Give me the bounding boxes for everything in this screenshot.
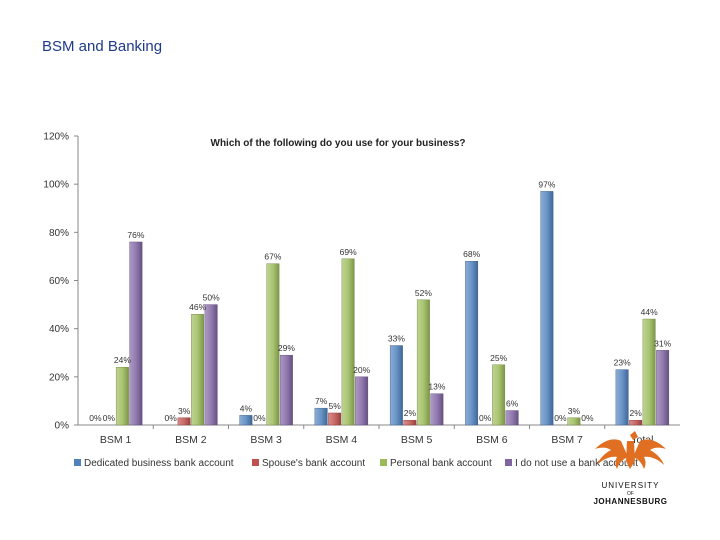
data-label: 44% — [641, 307, 658, 317]
y-tick-label: 0% — [55, 421, 70, 432]
data-label: 68% — [463, 249, 480, 259]
data-label: 46% — [189, 302, 206, 312]
data-label: 20% — [353, 365, 370, 375]
bar — [129, 241, 143, 426]
data-label: 50% — [203, 293, 220, 303]
x-tick-label: BSM 2 — [175, 434, 207, 446]
data-label: 29% — [278, 343, 295, 353]
data-label: 0% — [554, 413, 567, 423]
data-label: 0% — [164, 413, 177, 423]
bar — [416, 299, 430, 426]
data-label: 3% — [568, 406, 581, 416]
legend-swatch — [74, 459, 81, 466]
legend: Dedicated business bank account Spouse's … — [74, 458, 638, 469]
y-tick-label: 40% — [49, 324, 69, 335]
data-label: 3% — [178, 406, 191, 416]
bar — [540, 191, 554, 426]
x-tick-label: BSM 7 — [551, 434, 583, 446]
bar — [430, 393, 444, 426]
x-tick-label: BSM 1 — [100, 434, 132, 446]
legend-label: Personal bank account — [390, 458, 492, 469]
data-label: 97% — [538, 179, 555, 189]
data-label: 13% — [428, 382, 445, 392]
bar — [629, 419, 643, 426]
bar — [191, 314, 205, 426]
bar — [328, 412, 342, 426]
y-tick-label: 20% — [49, 372, 69, 383]
data-label: 24% — [114, 355, 131, 365]
bar — [204, 304, 218, 426]
data-label: 6% — [506, 399, 519, 409]
bar — [389, 345, 403, 426]
bar — [239, 415, 253, 426]
x-tick-label: BSM 3 — [250, 434, 282, 446]
data-label: 52% — [415, 288, 432, 298]
logo-line-2: OF — [627, 491, 634, 497]
bar — [314, 407, 328, 426]
data-label: 0% — [581, 413, 594, 423]
bar — [567, 417, 581, 426]
data-label: 0% — [89, 413, 102, 423]
data-label: 0% — [253, 413, 266, 423]
data-label: 25% — [490, 353, 507, 363]
legend-swatch — [252, 459, 259, 466]
slide-title: BSM and Banking — [42, 38, 163, 55]
legend-swatch — [380, 459, 387, 466]
data-label: 2% — [629, 408, 642, 418]
data-label: 76% — [127, 230, 144, 240]
legend-label: Spouse's bank account — [262, 458, 365, 469]
y-tick-label: 120% — [43, 132, 69, 143]
data-label: 67% — [264, 252, 281, 262]
chart-title: Which of the following do you use for yo… — [211, 138, 466, 149]
y-tick-label: 80% — [49, 228, 69, 239]
bar — [279, 354, 293, 426]
x-tick-label: BSM 5 — [401, 434, 433, 446]
data-label: 69% — [340, 247, 357, 257]
data-label: 31% — [654, 338, 671, 348]
y-tick-label: 60% — [49, 276, 69, 287]
axes: 0% 20% 40% 60% 80% 100% 120% BSM 1 BSM 2 BSM 3 BSM… — [43, 132, 680, 446]
bar — [465, 261, 479, 426]
x-tick-label: BSM 6 — [476, 434, 508, 446]
legend-label: I do not use a bank account — [515, 458, 638, 469]
data-label: 2% — [404, 408, 417, 418]
legend-label: Dedicated business bank account — [84, 458, 234, 469]
logo-line-3: JOHANNESBURG — [593, 497, 668, 506]
bar — [505, 410, 519, 426]
bar — [355, 376, 369, 426]
bar — [266, 263, 280, 426]
data-label: 0% — [479, 413, 492, 423]
bar — [115, 367, 129, 426]
bar — [341, 258, 355, 426]
data-label: 23% — [614, 358, 631, 368]
bar — [615, 369, 629, 426]
logo-emblem-icon — [595, 431, 666, 469]
bar — [642, 318, 656, 426]
data-labels: 0% 0%24%76%0%3%46%50%4%0%67%29%7% 5%69%20%… — [89, 179, 671, 423]
data-label: 4% — [240, 403, 253, 413]
university-logo: UNIVERSITY OF JOHANNESBURG — [583, 427, 678, 512]
logo-line-1: UNIVERSITY — [601, 481, 660, 490]
data-label: 33% — [388, 334, 405, 344]
bar — [177, 417, 191, 426]
data-label: 5% — [328, 401, 341, 411]
bar — [656, 350, 670, 426]
bars — [115, 191, 670, 426]
y-tick-label: 100% — [43, 180, 69, 191]
data-label: 0% — [103, 413, 116, 423]
x-tick-label: BSM 4 — [326, 434, 358, 446]
legend-swatch — [505, 459, 512, 466]
data-label: 7% — [315, 396, 328, 406]
bar — [403, 419, 417, 426]
bar — [492, 364, 506, 426]
